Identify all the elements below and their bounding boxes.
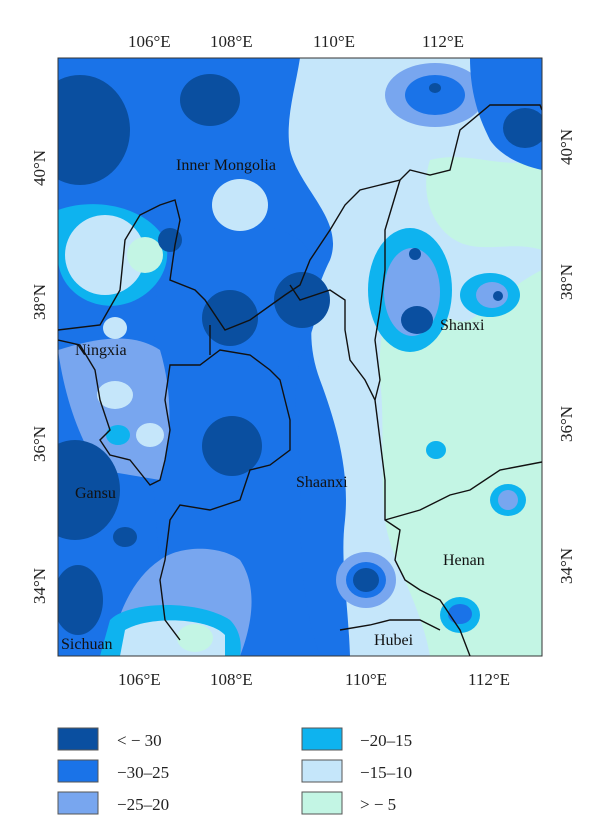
region-labels: Inner Mongolia Ningxia Shanxi Gansu Shaa… — [61, 157, 485, 653]
right-latitude-labels: 40°N 38°N 36°N 34°N — [557, 129, 576, 584]
left-latitude-labels: 40°N 38°N 36°N 34°N — [30, 150, 49, 604]
legend: < − 30 −20–15 −30–25 −15–10 −25–20 > − 5 — [57, 727, 412, 815]
zone-ne-core — [405, 75, 465, 115]
legend-swatch — [301, 791, 343, 815]
legend-label: < − 30 — [117, 731, 162, 750]
right-lat-label: 38°N — [557, 264, 576, 300]
region-label-ningxia: Ningxia — [75, 342, 127, 359]
top-longitude-labels: 106°E 108°E 110°E 112°E — [128, 32, 464, 51]
top-lon-label: 112°E — [422, 32, 464, 51]
legend-label: −25–20 — [117, 795, 169, 814]
region-label-inner-mongolia: Inner Mongolia — [176, 157, 276, 174]
right-lat-label: 36°N — [557, 406, 576, 442]
bottom-lon-label: 112°E — [468, 670, 510, 689]
right-lat-label: 40°N — [557, 129, 576, 165]
zone-gansu-dark — [58, 440, 120, 540]
legend-swatch — [301, 759, 343, 783]
right-lat-label: 34°N — [557, 548, 576, 584]
zone-nw-dark — [58, 75, 130, 185]
top-lon-label: 108°E — [210, 32, 253, 51]
legend-swatch — [57, 791, 99, 815]
top-lon-label: 106°E — [128, 32, 171, 51]
region-label-shanxi: Shanxi — [440, 317, 485, 334]
legend-label: −30–25 — [117, 763, 169, 782]
left-lat-label: 34°N — [30, 568, 49, 604]
legend-swatch — [301, 727, 343, 751]
legend-swatch — [57, 759, 99, 783]
legend-swatch — [57, 727, 99, 751]
map-panel — [58, 58, 542, 656]
zone-ningxia-light — [65, 215, 145, 295]
legend-label: −20–15 — [360, 731, 412, 750]
left-lat-label: 38°N — [30, 284, 49, 320]
top-lon-label: 110°E — [313, 32, 355, 51]
left-lat-label: 40°N — [30, 150, 49, 186]
bottom-lon-label: 106°E — [118, 670, 161, 689]
province-boundaries — [58, 104, 542, 656]
zone-east-green — [379, 270, 542, 656]
bottom-lon-label: 110°E — [345, 670, 387, 689]
bottom-longitude-labels: 106°E 108°E 110°E 112°E — [118, 670, 510, 689]
bottom-lon-label: 108°E — [210, 670, 253, 689]
legend-label: > − 5 — [360, 795, 396, 814]
region-label-shaanxi: Shaanxi — [296, 474, 348, 491]
region-label-gansu: Gansu — [75, 485, 116, 502]
region-label-hubei: Hubei — [374, 632, 414, 649]
region-label-sichuan: Sichuan — [61, 636, 113, 653]
region-label-henan: Henan — [443, 552, 485, 569]
zone-ne-green — [426, 157, 542, 250]
left-lat-label: 36°N — [30, 426, 49, 462]
legend-label: −15–10 — [360, 763, 412, 782]
map-frame — [57, 57, 543, 657]
